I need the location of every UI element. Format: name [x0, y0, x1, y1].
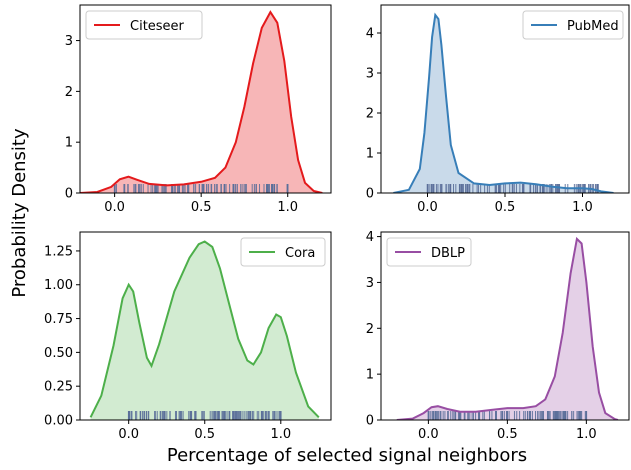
legend-pubmed: PubMed: [522, 10, 624, 40]
legend-label: DBLP: [431, 246, 465, 261]
density-area: [393, 15, 614, 193]
rug-plot: [427, 411, 588, 420]
legend-label: PubMed: [567, 19, 619, 34]
y-tick-label: 0.25: [44, 380, 73, 395]
rug-plot: [127, 411, 282, 420]
y-tick-label: 1.25: [44, 244, 73, 259]
x-tick-label: 0.5: [194, 427, 215, 442]
y-tick-label: 0.75: [44, 312, 73, 327]
y-tick-label: 0: [366, 414, 374, 429]
rug-plot: [113, 184, 289, 193]
plot-area: [393, 12, 614, 193]
legend-box: [85, 10, 203, 40]
plot-area: [396, 236, 619, 420]
density-area: [396, 238, 618, 420]
y-tick-label: 2: [366, 107, 374, 122]
y-tick-label: 0: [65, 187, 73, 202]
density-line: [80, 10, 323, 193]
y-axis-label: Probability Density: [9, 128, 30, 298]
x-tick-label: 0.5: [191, 200, 212, 215]
x-tick-label: 0.0: [118, 427, 139, 442]
legend-box: [522, 10, 624, 40]
x-tick-label: 0.0: [417, 200, 438, 215]
x-tick-label: 1.0: [270, 427, 291, 442]
x-tick-label: 0.0: [104, 200, 125, 215]
y-tick-label: 1: [65, 136, 73, 151]
y-tick-label: 4: [366, 27, 374, 42]
y-tick-label: 0.00: [44, 414, 73, 429]
y-tick-label: 3: [65, 34, 73, 49]
plot-area: [89, 240, 320, 420]
y-tick-label: 1.00: [44, 278, 73, 293]
legend-citeseer: Citeseer: [85, 10, 203, 40]
y-tick-label: 0.50: [44, 346, 73, 361]
y-tick-label: 2: [366, 322, 374, 337]
legend-cora: Cora: [240, 237, 326, 267]
x-tick-label: 1.0: [576, 427, 597, 442]
legend-label: Cora: [285, 246, 315, 261]
plot-area: [80, 10, 323, 193]
y-tick-label: 3: [366, 276, 374, 291]
x-axis-label: Percentage of selected signal neighbors: [167, 445, 527, 466]
x-tick-label: 1.0: [572, 200, 593, 215]
subplot-pubmed: 0.0 0.5 1.0 0 1 2 3 4 PubMed: [366, 4, 630, 215]
legend-box: [240, 237, 326, 267]
subplot-cora: 0.0 0.5 1.0 0.00 0.25 0.50 0.75 1.00 1.25 Cora: [44, 231, 332, 442]
legend-box: [386, 237, 472, 267]
y-tick-label: 3: [366, 67, 374, 82]
axes-frame: [79, 231, 332, 421]
y-tick-label: 1: [366, 147, 374, 162]
density-line: [396, 236, 619, 420]
density-line: [393, 12, 614, 193]
y-tick-label: 4: [366, 230, 374, 245]
legend-label: Citeseer: [130, 19, 185, 34]
legend-dblp: DBLP: [386, 237, 472, 267]
x-tick-label: 1.0: [277, 200, 298, 215]
axes-frame: [380, 231, 630, 421]
axes-frame: [79, 4, 332, 194]
subplot-dblp: 0.0 0.5 1.0 0 1 2 3 4 DBLP: [366, 230, 630, 442]
x-tick-label: 0.5: [497, 427, 518, 442]
subplot-citeseer: 0.0 0.5 1.0 0 1 2 3 Citeseer: [65, 4, 332, 215]
y-tick-label: 2: [65, 85, 73, 100]
x-tick-label: 0.5: [495, 200, 516, 215]
x-tick-label: 0.0: [418, 427, 439, 442]
y-tick-label: 1: [366, 368, 374, 383]
y-tick-label: 0: [366, 187, 374, 202]
density-line: [89, 240, 320, 419]
density-area: [90, 241, 319, 420]
density-area: [80, 12, 323, 193]
